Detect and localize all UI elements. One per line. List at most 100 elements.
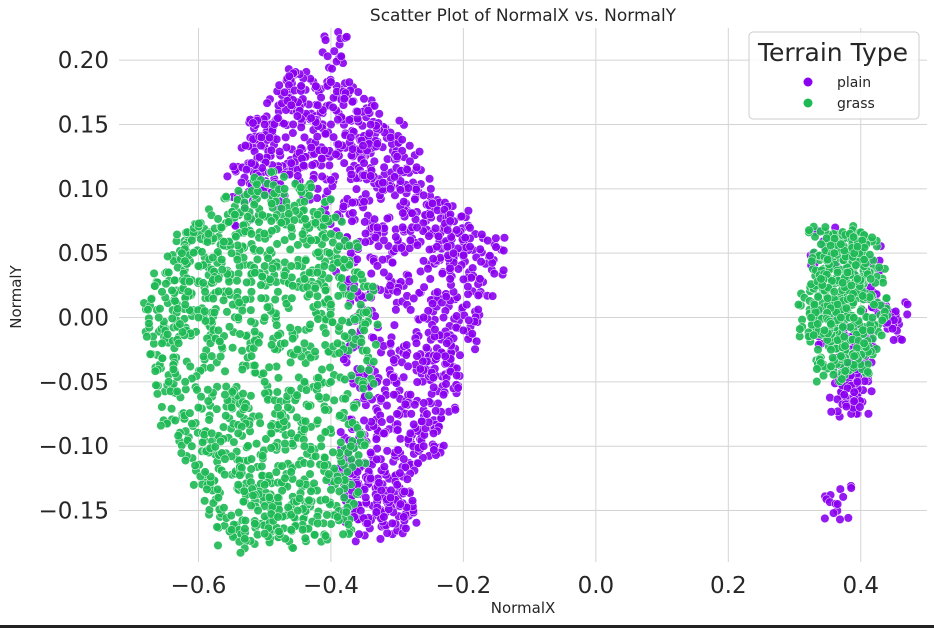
data-point-grass-fill: [185, 408, 195, 418]
data-point-grass-fill: [270, 294, 280, 305]
data-point-grass-fill: [360, 440, 370, 450]
data-point-grass-fill: [232, 276, 242, 286]
data-point-grass-fill: [840, 366, 850, 376]
data-point-plain-fill: [429, 445, 439, 455]
data-point-plain: [849, 396, 859, 406]
data-point-grass-fill: [274, 526, 284, 537]
data-point-plain-fill: [470, 344, 480, 354]
data-point-grass: [293, 505, 303, 516]
data-point-grass-fill: [867, 313, 877, 323]
data-point-plain-fill: [835, 514, 845, 524]
data-point-plain-fill: [281, 132, 291, 142]
data-point-plain-fill: [385, 281, 395, 291]
data-point-grass-fill: [226, 402, 237, 412]
data-point-plain-fill: [403, 183, 413, 193]
data-point-grass-fill: [224, 322, 235, 332]
data-point-plain: [432, 351, 442, 361]
data-point-plain-fill: [393, 445, 403, 455]
data-point-grass-fill: [243, 212, 253, 222]
data-point-plain-fill: [463, 206, 473, 216]
data-point-grass: [816, 239, 826, 249]
data-point-plain-fill: [311, 81, 321, 91]
data-point-grass-fill: [255, 246, 265, 256]
data-point-plain-fill: [428, 299, 438, 309]
data-point-plain-fill: [347, 216, 357, 226]
data-point-plain-fill: [467, 329, 477, 339]
data-point-plain-fill: [427, 198, 437, 208]
data-point-plain-fill: [488, 291, 498, 301]
data-point-grass: [299, 197, 309, 207]
x-tick-label: −0.2: [435, 573, 491, 599]
data-point-plain: [372, 139, 382, 149]
data-point-grass-fill: [313, 314, 323, 324]
data-point-grass-fill: [218, 422, 229, 432]
data-point-plain-fill: [336, 51, 346, 61]
data-point-plain-fill: [375, 534, 385, 544]
data-point-plain-fill: [394, 116, 405, 126]
data-point-grass-fill: [250, 360, 260, 371]
data-point-grass: [260, 190, 270, 200]
data-point-grass-fill: [818, 371, 829, 381]
data-point-plain-fill: [412, 162, 422, 172]
data-point-grass-fill: [203, 396, 213, 406]
data-point-grass-fill: [277, 203, 287, 214]
data-point-grass-fill: [837, 374, 847, 384]
data-point-grass-fill: [286, 510, 296, 520]
data-point-plain-fill: [376, 394, 386, 404]
data-point-plain-fill: [423, 264, 433, 274]
data-point-plain-fill: [396, 243, 406, 253]
data-point-plain: [839, 390, 849, 400]
data-point-plain-fill: [400, 487, 410, 497]
data-point-plain-fill: [390, 172, 400, 182]
data-point-grass-fill: [362, 346, 372, 356]
data-point-grass: [299, 338, 309, 348]
data-point-plain: [319, 145, 329, 155]
data-point-plain-fill: [483, 236, 493, 246]
y-tick-labels: 0.20 0.15 0.10 0.05 0.00 −0.05 −0.10 −0.15: [39, 48, 109, 524]
data-point-plain-fill: [351, 184, 362, 194]
data-point-plain: [385, 132, 396, 142]
data-point-plain-fill: [409, 293, 419, 303]
data-point-plain-fill: [348, 144, 358, 154]
data-point-grass-fill: [296, 182, 306, 193]
data-point-grass-fill: [234, 297, 244, 308]
data-point-plain-fill: [336, 427, 346, 437]
data-point-grass-fill: [295, 493, 305, 503]
data-point-plain-fill: [324, 160, 334, 170]
data-point-grass: [240, 534, 250, 544]
data-point-plain-fill: [826, 407, 836, 417]
data-point-grass-fill: [283, 402, 293, 412]
data-point-grass-fill: [204, 505, 215, 515]
data-point-plain-fill: [468, 263, 478, 273]
data-point-grass-fill: [320, 405, 330, 415]
data-point-grass-fill: [846, 280, 856, 290]
data-point-plain-fill: [281, 142, 292, 152]
data-point-grass: [339, 255, 349, 265]
data-point-plain-fill: [442, 242, 453, 252]
data-point-grass: [177, 248, 187, 258]
data-point-grass-fill: [199, 430, 209, 440]
legend-marker-grass: [803, 98, 813, 108]
data-point-plain-fill: [382, 213, 393, 224]
data-point-plain-fill: [387, 258, 398, 268]
data-point-grass-fill: [336, 437, 346, 447]
y-tick-label: 0.20: [58, 48, 109, 74]
data-point-grass: [349, 274, 359, 284]
data-point-plain-fill: [317, 154, 327, 164]
y-tick-label: −0.10: [39, 434, 109, 460]
data-point-plain-fill: [372, 261, 382, 271]
data-point-plain-fill: [473, 305, 483, 315]
data-point-grass: [213, 493, 223, 503]
data-point-plain: [359, 415, 369, 426]
data-point-plain-fill: [465, 223, 475, 233]
data-point-grass: [207, 428, 217, 438]
data-point-plain-fill: [262, 98, 272, 108]
data-point-plain-fill: [378, 178, 388, 188]
data-point-grass-fill: [313, 373, 323, 383]
data-point-plain: [372, 493, 382, 503]
data-point-grass-fill: [150, 281, 160, 291]
data-point-grass-fill: [321, 285, 331, 295]
data-point-grass: [220, 454, 230, 464]
data-point-grass-fill: [286, 386, 296, 396]
data-point-plain-fill: [382, 377, 392, 387]
